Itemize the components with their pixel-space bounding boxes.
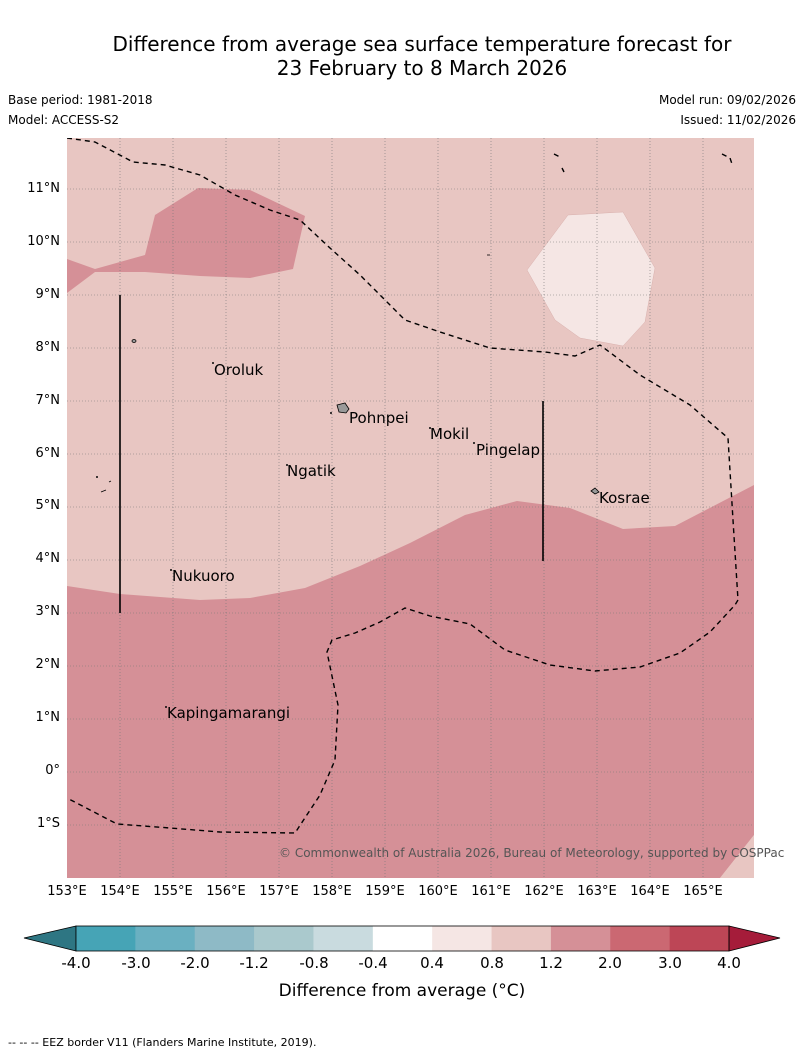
lon-label: 163°E — [577, 884, 617, 899]
colorbar-tick: -3.0 — [121, 954, 151, 972]
kosrae-island — [590, 487, 600, 495]
lon-label: 156°E — [206, 884, 246, 899]
lon-label: 160°E — [418, 884, 458, 899]
lat-label: 2°N — [35, 657, 61, 672]
lon-label: 158°E — [312, 884, 352, 899]
colorbar-tick: -0.4 — [358, 954, 388, 972]
colorbar-tick: 2.0 — [598, 954, 622, 972]
lon-label: 161°E — [471, 884, 511, 899]
place-label-oroluk: Oroluk — [214, 361, 264, 379]
lon-label: 159°E — [365, 884, 405, 899]
lat-label: 0° — [45, 763, 60, 778]
lat-label: 8°N — [35, 340, 61, 355]
colorbar-segment — [491, 926, 552, 951]
lower-right-corner-band — [720, 835, 754, 878]
colorbar-segment — [313, 926, 374, 951]
anomaly-band-0-4-to-0-8 — [526, 211, 656, 347]
colorbar-segment — [669, 926, 730, 951]
colorbar-tick: 0.4 — [420, 954, 444, 972]
lon-label: 162°E — [524, 884, 564, 899]
colorbar-tick: 1.2 — [539, 954, 563, 972]
lat-label: 1°S — [36, 816, 60, 831]
eez-border-nw-fragment — [553, 153, 733, 173]
anomaly-band-1-2-to-2-0-north — [67, 188, 305, 293]
anomaly-band-1-2-to-2-0-south — [67, 485, 754, 878]
colorbar-tick: -1.2 — [239, 954, 269, 972]
colorbar-title: Difference from average (°C) — [278, 981, 526, 1001]
small-islet-west — [131, 339, 137, 343]
colorbar-segment — [194, 926, 255, 951]
colorbar-tick: 0.8 — [480, 954, 504, 972]
lon-label: 154°E — [100, 884, 140, 899]
colorbar-segment — [135, 926, 196, 951]
colorbar-tick: -4.0 — [61, 954, 91, 972]
colorbar-tick: -0.8 — [299, 954, 329, 972]
place-label-mokil: Mokil — [430, 425, 470, 443]
lon-label: 153°E — [47, 884, 87, 899]
lon-label: 157°E — [259, 884, 299, 899]
title-line-2: 23 February to 8 March 2026 — [276, 56, 568, 80]
issued-date: Issued: 11/02/2026 — [680, 113, 796, 127]
colorbar-extend-high — [728, 925, 781, 952]
place-label-pohnpei: Pohnpei — [349, 409, 409, 427]
colorbar-segment — [610, 926, 671, 951]
colorbar-segment — [372, 926, 433, 951]
lat-label: 6°N — [35, 446, 61, 461]
colorbar-outline — [75, 925, 730, 952]
lat-label: 7°N — [35, 393, 61, 408]
lat-label: 5°N — [35, 498, 61, 513]
lat-label: 9°N — [35, 287, 61, 302]
lon-label: 165°E — [683, 884, 723, 899]
map-area — [67, 138, 754, 878]
place-label-kosrae: Kosrae — [599, 489, 650, 507]
model-run: Model run: 09/02/2026 — [658, 93, 796, 107]
copyright-notice: © Commonwealth of Australia 2026, Bureau… — [279, 846, 785, 860]
colorbar-extend-low — [23, 925, 77, 952]
lon-label: 155°E — [153, 884, 193, 899]
islands — [96, 254, 600, 709]
title-line-1: Difference from average sea surface temp… — [112, 32, 732, 56]
place-label-kapingamarangi: Kapingamarangi — [167, 704, 291, 722]
colorbar — [23, 925, 781, 952]
colorbar-tick: -2.0 — [180, 954, 210, 972]
place-label-ngatik: Ngatik — [287, 462, 336, 480]
base-period: Base period: 1981-2018 — [8, 93, 153, 107]
eez-border-fsm — [67, 138, 739, 834]
lat-label: 1°N — [35, 710, 61, 725]
colorbar-tick: 3.0 — [658, 954, 682, 972]
colorbar-segment — [76, 926, 136, 951]
lat-label: 3°N — [35, 604, 61, 619]
place-label-nukuoro: Nukuoro — [172, 567, 235, 585]
place-label-pingelap: Pingelap — [476, 441, 541, 459]
lat-label: 4°N — [35, 551, 61, 566]
colorbar-segment — [254, 926, 314, 951]
lon-label: 164°E — [630, 884, 670, 899]
colorbar-segment — [550, 926, 611, 951]
colorbar-segments — [76, 926, 730, 951]
pohnpei-island — [336, 402, 350, 414]
model-name: Model: ACCESS-S2 — [8, 113, 120, 127]
colorbar-tick: 4.0 — [717, 954, 741, 972]
lat-label: 10°N — [27, 234, 60, 249]
lat-label: 11°N — [27, 181, 60, 196]
colorbar-segment — [432, 926, 493, 951]
eez-legend-footnote: -- -- -- EEZ border V11 (Flanders Marine… — [8, 1036, 317, 1049]
